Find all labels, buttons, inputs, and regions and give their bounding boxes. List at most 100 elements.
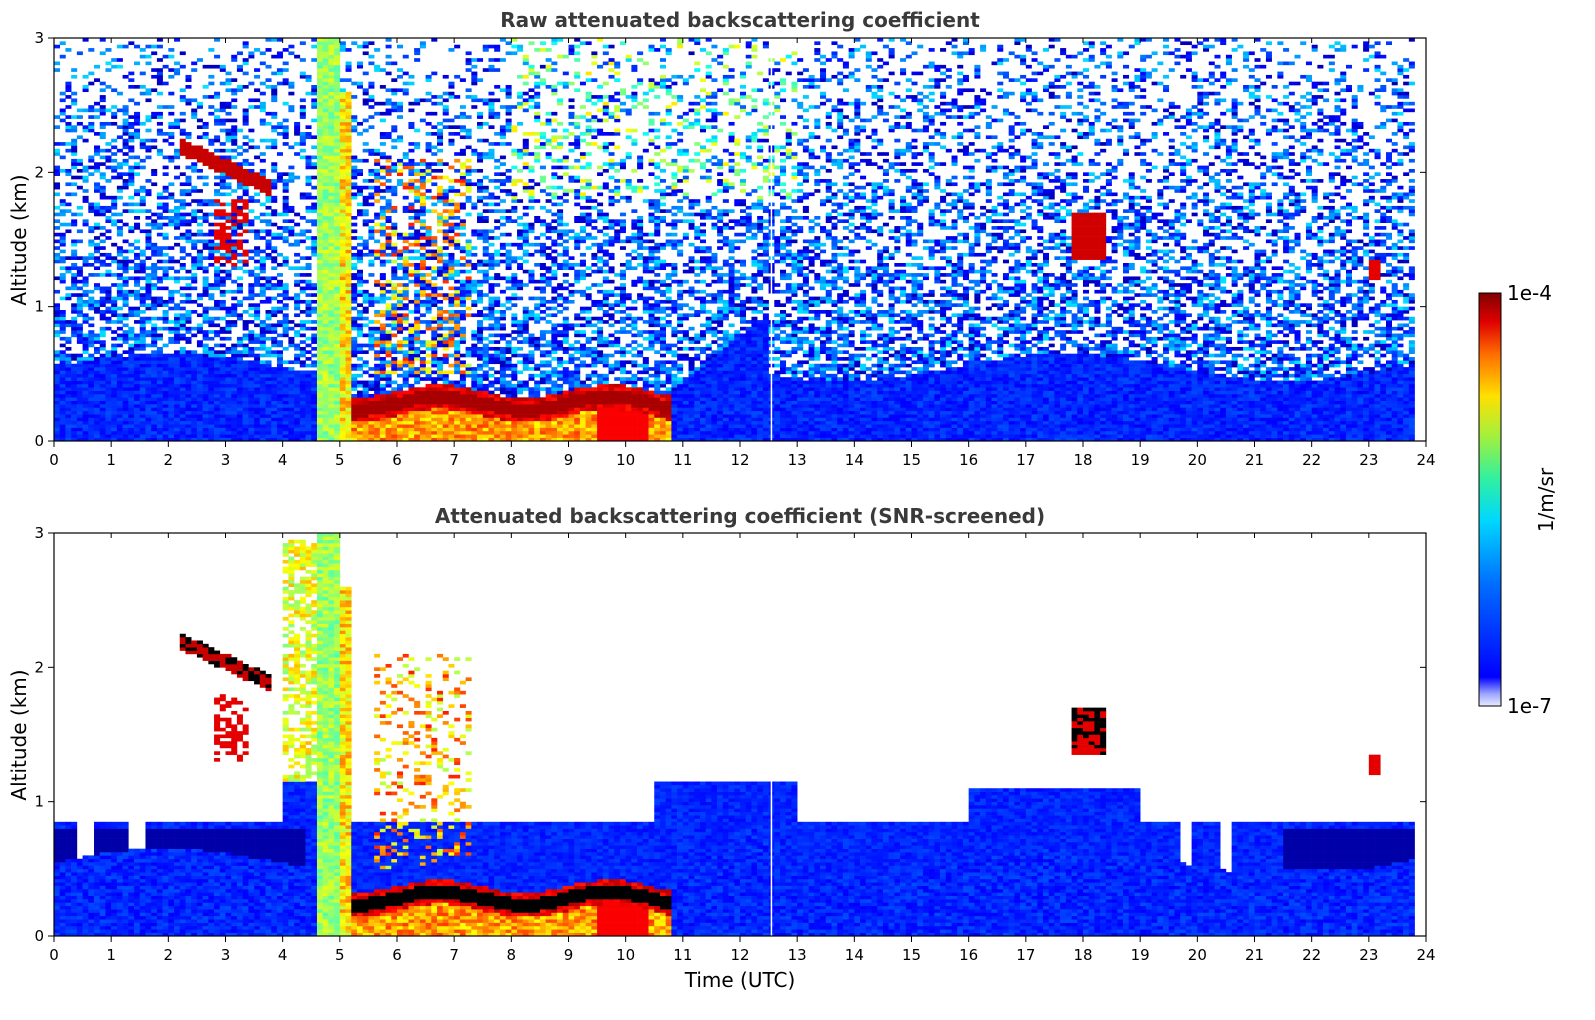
heatmap-cell <box>203 387 209 391</box>
heatmap-cell <box>254 401 260 405</box>
heatmap-cell <box>300 233 306 237</box>
heatmap-cell <box>254 303 260 307</box>
heatmap-cell <box>60 233 66 237</box>
heatmap-cell <box>443 434 449 438</box>
heatmap-cell <box>231 139 237 143</box>
heatmap-cell <box>163 273 169 277</box>
heatmap-cell <box>117 293 123 297</box>
heatmap-cell <box>266 192 272 196</box>
heatmap-cell <box>180 394 186 398</box>
heatmap-cell <box>71 424 77 428</box>
heatmap-cell <box>317 192 323 196</box>
heatmap-cell <box>180 263 186 267</box>
heatmap-cell <box>151 283 157 287</box>
heatmap-cell <box>203 132 209 136</box>
heatmap-cell <box>328 129 334 133</box>
heatmap-cell <box>157 407 163 411</box>
heatmap-cell <box>145 156 151 160</box>
heatmap-cell <box>454 397 460 401</box>
heatmap-cell <box>317 156 323 160</box>
heatmap-cell <box>323 424 329 428</box>
heatmap-cell <box>174 364 180 368</box>
heatmap-cell <box>243 85 249 89</box>
heatmap-cell <box>363 179 369 183</box>
heatmap-cell <box>260 102 266 106</box>
heatmap-cell <box>357 45 363 49</box>
heatmap-cell <box>368 273 374 277</box>
heatmap-cell <box>220 384 226 388</box>
heatmap-cell <box>380 411 386 415</box>
heatmap-cell <box>243 172 249 176</box>
heatmap-cell <box>134 135 140 139</box>
heatmap-cell <box>94 206 100 210</box>
heatmap-cell <box>391 109 397 113</box>
heatmap-cell <box>340 122 346 126</box>
heatmap-cell <box>254 313 260 317</box>
heatmap-cell <box>145 209 151 213</box>
heatmap-cell <box>368 340 374 344</box>
heatmap-cell <box>163 370 169 374</box>
heatmap-cell <box>454 330 460 334</box>
heatmap-cell <box>197 105 203 109</box>
heatmap-cell <box>231 176 237 180</box>
heatmap-cell <box>374 370 380 374</box>
heatmap-cell <box>323 82 329 86</box>
heatmap-cell <box>317 280 323 284</box>
heatmap-cell <box>346 414 352 418</box>
heatmap-cell <box>71 397 77 401</box>
heatmap-cell <box>128 250 134 254</box>
heatmap-cell <box>334 226 340 230</box>
heatmap-cell <box>277 273 283 277</box>
heatmap-cell <box>94 334 100 338</box>
heatmap-cell <box>54 391 60 395</box>
heatmap-cell <box>214 394 220 398</box>
heatmap-cell <box>123 303 129 307</box>
heatmap-cell <box>231 417 237 421</box>
heatmap-cell <box>203 182 209 186</box>
heatmap-cell <box>340 280 346 284</box>
heatmap-cell <box>351 115 357 119</box>
heatmap-cell <box>277 401 283 405</box>
heatmap-cell <box>317 92 323 96</box>
heatmap-cell <box>157 394 163 398</box>
heatmap-cell <box>328 310 334 314</box>
heatmap-cell <box>231 223 237 227</box>
heatmap-cell <box>248 139 254 143</box>
heatmap-cell <box>408 407 414 411</box>
heatmap-cell <box>237 51 243 55</box>
heatmap-cell <box>214 370 220 374</box>
heatmap-cell <box>437 320 443 324</box>
heatmap-cell <box>306 266 312 270</box>
heatmap-cell <box>323 219 329 223</box>
heatmap-cell <box>306 196 312 200</box>
heatmap-cell <box>386 109 392 113</box>
heatmap-cell <box>323 196 329 200</box>
heatmap-cell <box>100 334 106 338</box>
heatmap-cell <box>397 45 403 49</box>
heatmap-cell <box>180 347 186 351</box>
heatmap-cell <box>254 387 260 391</box>
heatmap-cell <box>443 344 449 348</box>
heatmap-cell <box>403 250 409 254</box>
heatmap-cell <box>294 404 300 408</box>
heatmap-cell <box>266 350 272 354</box>
heatmap-cell <box>311 219 317 223</box>
heatmap-cell <box>323 48 329 52</box>
heatmap-cell <box>248 256 254 260</box>
heatmap-cell <box>140 166 146 170</box>
heatmap-cell <box>134 223 140 227</box>
heatmap-cell <box>397 401 403 405</box>
heatmap-cell <box>397 115 403 119</box>
heatmap-cell <box>260 119 266 123</box>
heatmap-cell <box>306 350 312 354</box>
heatmap-cell <box>145 397 151 401</box>
heatmap-cell <box>408 364 414 368</box>
heatmap-cell <box>334 243 340 247</box>
heatmap-cell <box>157 92 163 96</box>
heatmap-cell <box>180 401 186 405</box>
heatmap-cell <box>163 374 169 378</box>
heatmap-cell <box>346 397 352 401</box>
heatmap-cell <box>420 253 426 257</box>
heatmap-cell <box>328 229 334 233</box>
heatmap-cell <box>334 45 340 49</box>
